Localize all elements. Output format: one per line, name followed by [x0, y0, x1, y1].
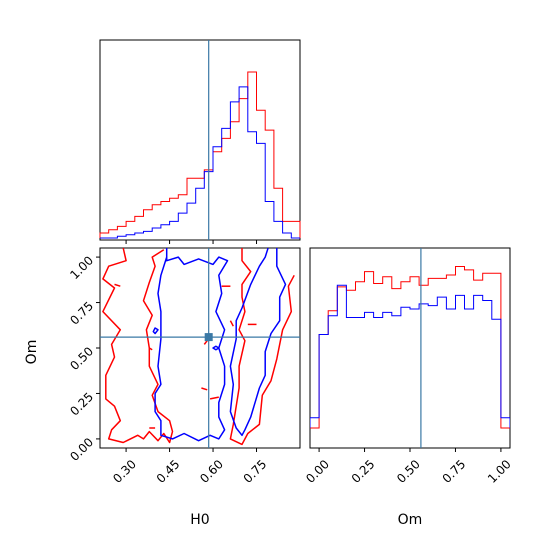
om-y-tick-label: 0.00 — [67, 435, 96, 464]
red-contour-left — [102, 248, 174, 444]
blue-contour-blob — [152, 327, 159, 335]
joint-frame — [99, 247, 301, 449]
om-tick-label: 0.75 — [440, 457, 469, 486]
om-tick-label: 0.50 — [394, 457, 423, 486]
om-y-tick-label: 1.00 — [67, 253, 96, 282]
om-y-tick-label: 0.25 — [67, 390, 96, 419]
h0-hist-frame — [99, 39, 301, 241]
blue-contour-right — [229, 248, 287, 437]
h0-axis-label: H0 — [190, 512, 209, 528]
om-tick-label: 1.00 — [485, 457, 514, 486]
om-hist-blue — [310, 284, 510, 428]
joint-contours — [102, 248, 295, 446]
h0-tick-label: 0.60 — [197, 457, 226, 486]
h0-hist-blue — [100, 86, 300, 239]
h0-histogram-panel — [99, 39, 301, 244]
om-tick-label: 0.25 — [349, 457, 378, 486]
om-histogram-panel: 0.00 0.25 0.50 0.75 1.00 — [303, 247, 514, 486]
red-contour-fragment — [229, 320, 234, 327]
red-contour-fragment — [203, 340, 208, 345]
red-contour-fragment — [201, 387, 208, 391]
om-y-tick-label: 0.75 — [67, 299, 96, 328]
h0-tick-label: 0.75 — [241, 457, 270, 486]
red-contour-fragment — [148, 347, 153, 351]
red-contour-fragment — [114, 283, 121, 287]
h0-tick-label: 0.45 — [154, 457, 183, 486]
truth-marker — [204, 333, 213, 342]
h0-tick-label: 0.30 — [110, 457, 139, 486]
blue-contour-left — [154, 248, 229, 442]
red-contour-fragment — [209, 396, 219, 400]
om-y-tick-label: 0.50 — [67, 344, 96, 373]
red-contour-right — [229, 248, 295, 446]
om-hist-red — [310, 266, 510, 429]
om-y-axis-label: Om — [24, 340, 40, 365]
joint-contour-panel: 0.30 0.45 0.60 0.75 0.00 0.25 0.50 0.75 1.00 — [67, 247, 301, 486]
om-axis-label: Om — [398, 512, 423, 528]
om-tick-label: 0.00 — [303, 457, 332, 486]
h0-hist-red — [99, 71, 301, 238]
blue-contour-dot — [212, 345, 220, 351]
